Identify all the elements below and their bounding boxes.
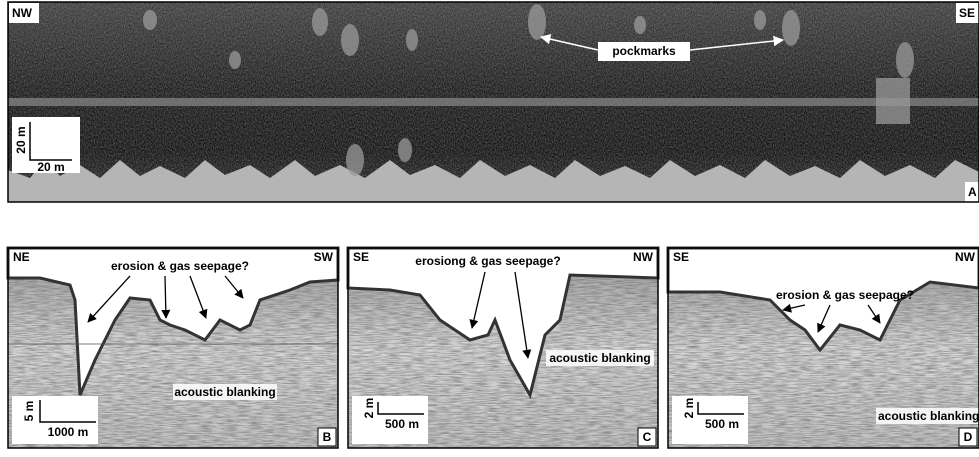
panel-b: NE SW erosion & gas seepage? acoustic bl… [8,248,338,448]
direction-label: NW [633,250,654,264]
scale-vertical: 2 m [362,398,376,419]
direction-label: SE [959,6,975,20]
blanking-label: acoustic blanking [878,409,979,423]
panel-letter: A [968,185,977,199]
direction-label: NW [12,6,33,20]
annotation: erosion & gas seepage? [776,288,914,302]
annotation: pockmarks [612,44,676,58]
scale-horizontal: 500 m [705,417,739,431]
direction-label: NW [955,250,976,264]
direction-label: SW [314,250,334,264]
annotation: erosion & gas seepage? [111,259,249,273]
annotation: erosiong & gas seepage? [415,254,560,268]
scale-vertical: 5 m [22,401,36,422]
scale-horizontal: 1000 m [48,425,89,439]
panel-letter: C [643,430,652,444]
scale-horizontal: 500 m [385,417,419,431]
panel-a: NW SE pockmarks 20 m 20 m A [8,2,979,202]
panel-d: SE NW erosion & gas seepage? acoustic bl… [668,248,979,448]
scale-vertical: 20 m [14,126,28,153]
direction-label: SE [353,250,369,264]
panel-c: SE NW erosiong & gas seepage? acoustic b… [348,248,658,448]
direction-label: NE [13,250,30,264]
scale-horizontal: 20 m [37,160,64,174]
figure: NW SE pockmarks 20 m 20 m A NE SW erosio… [0,0,979,452]
scale-vertical: 2 m [682,398,696,419]
direction-label: SE [673,250,689,264]
panel-letter: B [323,430,332,444]
blanking-label: acoustic blanking [549,351,650,365]
panel-letter: D [964,430,973,444]
blanking-label: acoustic blanking [174,385,275,399]
bright-band [8,98,979,106]
page: NW SE pockmarks 20 m 20 m A NE SW erosio… [0,0,979,452]
